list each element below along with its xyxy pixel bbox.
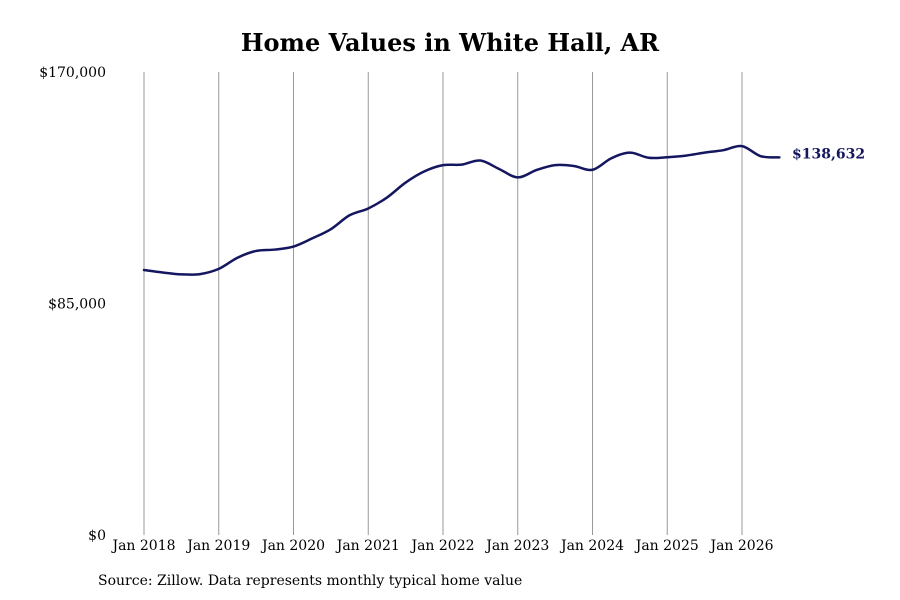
y-tick-label: $170,000 [39,65,106,81]
chart-title: Home Values in White Hall, AR [240,28,660,57]
grid-lines [143,72,743,535]
source-note: Source: Zillow. Data represents monthly … [98,573,523,589]
x-tick-label: Jan 2023 [484,538,549,554]
x-tick-label: Jan 2026 [708,538,773,554]
x-tick-label: Jan 2025 [634,538,699,554]
x-tick-label: Jan 2022 [409,538,474,554]
end-value-label: $138,632 [792,146,865,162]
x-tick-label: Jan 2021 [335,538,400,554]
y-tick-label: $0 [88,528,106,544]
series-line [142,144,781,276]
x-tick-label: Jan 2018 [110,538,175,554]
y-tick-label: $85,000 [48,297,106,313]
x-tick-label: Jan 2020 [260,538,325,554]
y-axis-tick-labels: $0 $85,000 $170,000 [39,65,106,544]
x-axis-tick-labels: Jan 2018 Jan 2019 Jan 2020 Jan 2021 Jan 2022… [110,538,773,554]
series-layer: $138,632 [142,144,865,276]
x-tick-label: Jan 2024 [559,538,624,554]
x-tick-label: Jan 2019 [185,538,250,554]
